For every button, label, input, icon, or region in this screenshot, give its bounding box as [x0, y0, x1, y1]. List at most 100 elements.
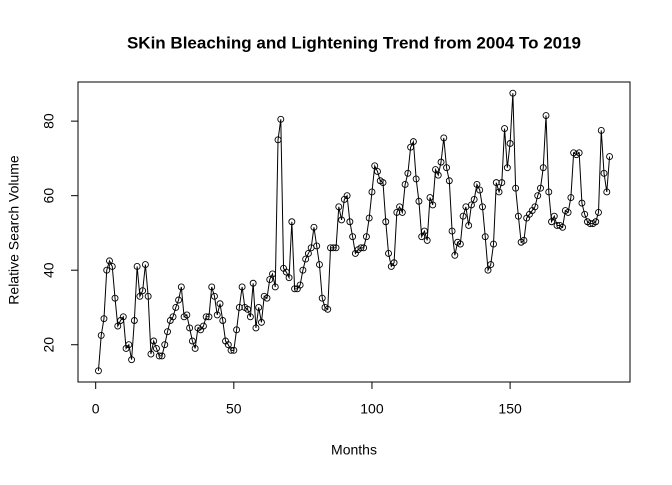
- point: [219, 317, 227, 324]
- point: [412, 175, 420, 183]
- point: [490, 240, 497, 248]
- point: [205, 313, 213, 321]
- point: [404, 169, 412, 177]
- point: [288, 218, 296, 226]
- point: [158, 352, 166, 360]
- point: [310, 223, 318, 231]
- point: [313, 242, 321, 250]
- point: [479, 203, 486, 211]
- point: [213, 311, 221, 319]
- point: [592, 218, 600, 226]
- point: [130, 317, 138, 324]
- point: [432, 166, 439, 174]
- point: [208, 283, 216, 291]
- point: [128, 356, 136, 364]
- point: [106, 257, 113, 265]
- point: [567, 194, 575, 201]
- point: [487, 261, 495, 269]
- point: [379, 179, 387, 187]
- point: [285, 274, 293, 282]
- point: [316, 261, 323, 269]
- point: [390, 259, 398, 267]
- point: [467, 201, 475, 209]
- point: [362, 233, 370, 241]
- point: [244, 305, 252, 313]
- point: [349, 233, 357, 241]
- point: [114, 322, 122, 330]
- point: [509, 89, 517, 97]
- point: [360, 244, 368, 252]
- point: [495, 188, 503, 196]
- point: [246, 313, 254, 321]
- point: [498, 179, 506, 187]
- point: [111, 294, 119, 302]
- point: [501, 125, 509, 133]
- point: [542, 112, 550, 119]
- point: [100, 315, 108, 323]
- point: [537, 184, 544, 192]
- point: [299, 266, 307, 274]
- point: [252, 324, 260, 332]
- point: [94, 367, 102, 375]
- point: [575, 149, 583, 157]
- point: [440, 134, 448, 142]
- point: [153, 345, 160, 352]
- point: [512, 184, 520, 192]
- point: [169, 313, 177, 321]
- chart-title: SKin Bleaching and Lightening Trend from…: [127, 33, 581, 52]
- point: [456, 240, 464, 248]
- point: [224, 341, 232, 349]
- point: [291, 285, 299, 293]
- point: [597, 126, 605, 134]
- point: [600, 169, 608, 177]
- point: [164, 328, 171, 336]
- point: [503, 164, 511, 172]
- point: [401, 181, 409, 188]
- point: [191, 345, 199, 352]
- point: [269, 270, 276, 278]
- x-axis-label: Months: [331, 442, 377, 458]
- point: [103, 266, 111, 274]
- point: [423, 236, 431, 244]
- x-tick-label: 150: [498, 401, 522, 417]
- point: [465, 222, 473, 229]
- point: [559, 223, 567, 231]
- point: [343, 192, 351, 200]
- plot-box: [77, 81, 631, 383]
- point: [484, 266, 492, 274]
- point: [108, 263, 116, 270]
- point: [531, 203, 539, 211]
- point: [470, 195, 478, 203]
- point: [249, 279, 257, 287]
- point: [257, 318, 265, 326]
- point: [263, 294, 271, 302]
- point: [133, 263, 141, 270]
- point: [177, 283, 185, 291]
- point: [603, 188, 611, 196]
- y-tick-label: 60: [41, 188, 57, 204]
- point: [448, 227, 456, 235]
- point: [396, 203, 404, 211]
- point: [186, 324, 194, 332]
- point: [445, 177, 453, 185]
- point: [481, 233, 489, 241]
- point: [302, 255, 310, 263]
- point: [147, 350, 155, 358]
- point: [136, 292, 144, 300]
- point: [216, 300, 224, 308]
- point: [141, 261, 149, 269]
- point: [459, 212, 467, 220]
- point: [520, 236, 528, 244]
- point: [277, 115, 285, 123]
- y-tick-label: 20: [41, 337, 57, 353]
- point: [150, 337, 158, 345]
- point: [382, 218, 390, 226]
- point: [271, 283, 279, 291]
- point: [327, 244, 334, 252]
- point: [97, 331, 105, 339]
- point: [172, 304, 180, 311]
- point: [202, 313, 210, 321]
- point: [304, 249, 312, 257]
- point: [125, 341, 133, 349]
